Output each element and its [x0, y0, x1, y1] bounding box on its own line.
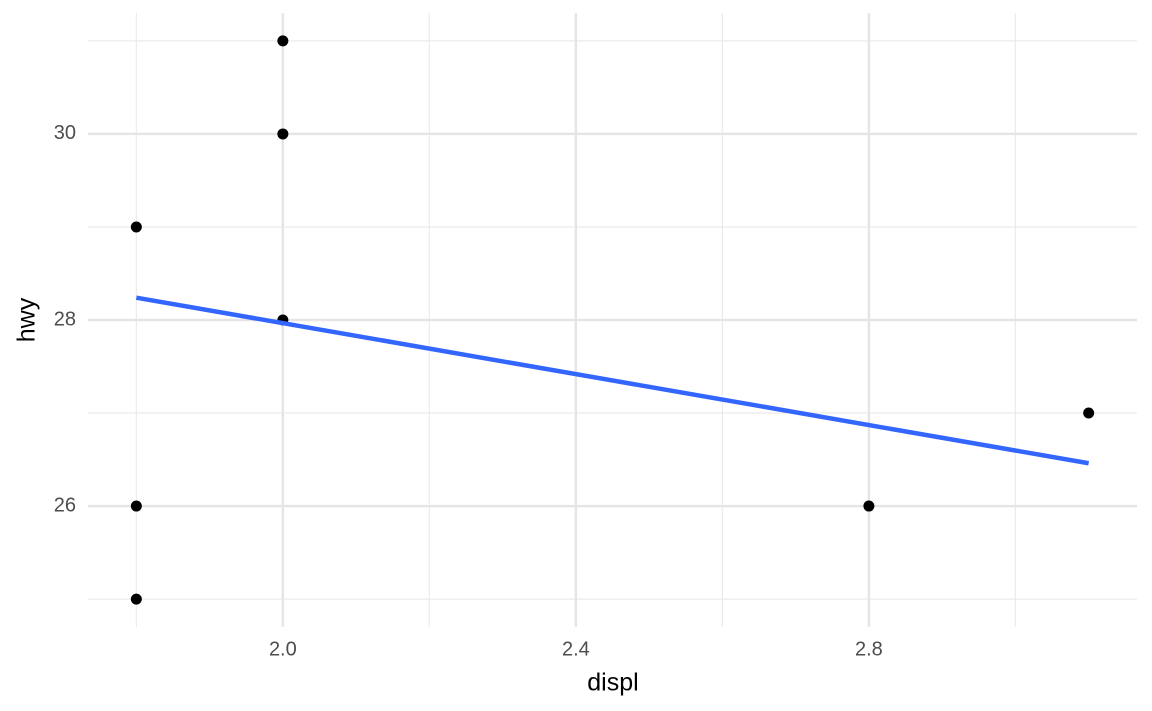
point	[863, 500, 875, 512]
x-tick-label: 2.0	[269, 638, 297, 660]
grid	[88, 13, 1137, 627]
point	[1083, 407, 1095, 419]
y-tick-label: 26	[54, 494, 76, 516]
x-tick-label: 2.8	[855, 638, 883, 660]
y-tick-label: 30	[54, 122, 76, 144]
x-tick-label: 2.4	[562, 638, 590, 660]
point	[277, 35, 289, 47]
fit-line	[135, 295, 1090, 466]
x-axis-title: displ	[587, 669, 638, 697]
y-axis-title: hwy	[13, 297, 41, 342]
point	[130, 593, 142, 605]
point	[130, 221, 142, 233]
point	[277, 128, 289, 140]
y-tick-label: 28	[54, 308, 76, 330]
point	[130, 500, 142, 512]
